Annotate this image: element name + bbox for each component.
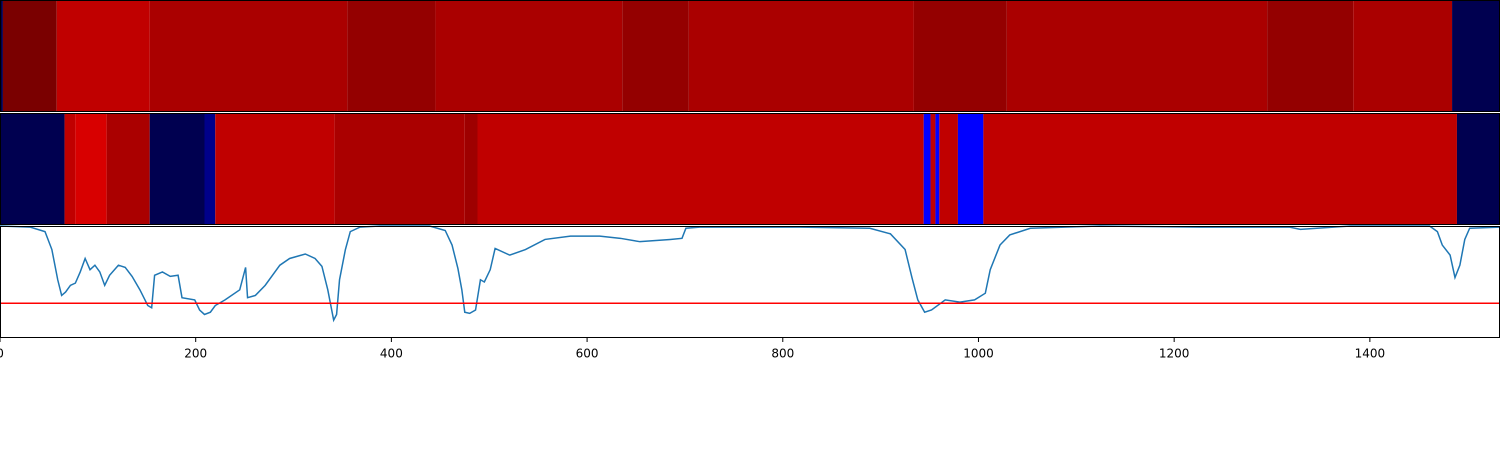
axes-frame xyxy=(0,226,1500,338)
heat-segment xyxy=(56,0,150,112)
heat-segment xyxy=(1452,0,1500,112)
heat-segment xyxy=(334,113,465,225)
heat-segment xyxy=(688,0,914,112)
heat-segment xyxy=(1006,0,1268,112)
heat-segment xyxy=(622,0,689,112)
x-tick-label: 600 xyxy=(576,347,599,361)
heat-segment xyxy=(347,0,436,112)
heat-segment xyxy=(477,113,924,225)
x-tick-label: 1400 xyxy=(1355,347,1386,361)
heat-segment xyxy=(64,113,76,225)
heat-segment xyxy=(1353,0,1453,112)
heat-segment xyxy=(2,0,57,112)
heat-segment xyxy=(75,113,107,225)
heat-segment xyxy=(1456,113,1500,225)
heat-segment xyxy=(957,113,984,225)
heat-segment xyxy=(1267,0,1354,112)
heat-segment xyxy=(464,113,478,225)
heat-segment xyxy=(930,113,936,225)
heat-segment xyxy=(149,113,205,225)
heat-segment xyxy=(0,0,3,112)
heat-segment xyxy=(923,113,931,225)
heat-segment xyxy=(939,113,958,225)
x-tick-label: 1200 xyxy=(1159,347,1190,361)
heat-segment xyxy=(435,0,623,112)
heat-segment xyxy=(913,0,1007,112)
x-tick-label: 1000 xyxy=(963,347,994,361)
x-tick-label: 800 xyxy=(771,347,794,361)
heat-segment xyxy=(935,113,940,225)
x-tick-label: 0 xyxy=(0,347,4,361)
data-line xyxy=(0,225,1500,323)
heat-segment xyxy=(215,113,335,225)
heat-segment xyxy=(149,0,348,112)
x-tick-label: 200 xyxy=(184,347,207,361)
heat-segment xyxy=(204,113,216,225)
x-tick-label: 400 xyxy=(380,347,403,361)
heat-segment xyxy=(106,113,150,225)
heat-segment xyxy=(983,113,1457,225)
heat-segment xyxy=(0,113,65,225)
